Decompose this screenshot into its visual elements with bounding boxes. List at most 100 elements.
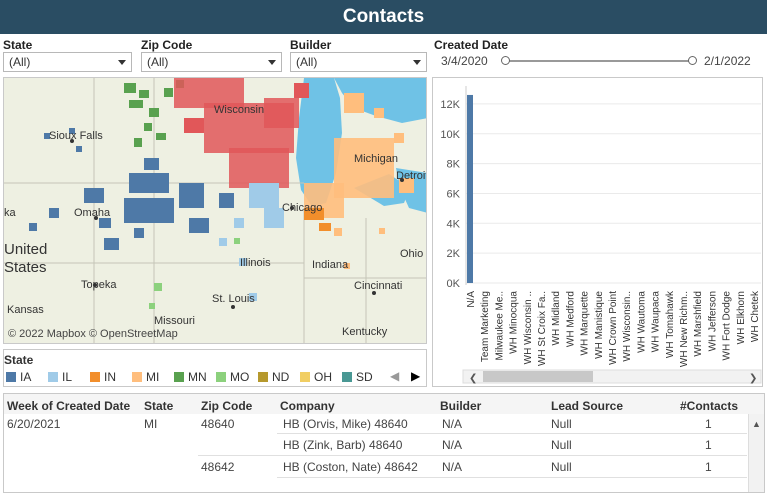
x-tick-label: WH Elkhorn [736,291,747,344]
svg-text:Missouri: Missouri [154,315,195,327]
created-date-start: 3/4/2020 [441,54,488,68]
created-date-slider-start-handle[interactable] [501,56,510,65]
svg-text:Kansas: Kansas [7,304,44,316]
chart-scrollbar-thumb [483,371,593,382]
legend-item-sd[interactable]: SD [342,370,384,384]
x-tick-label: N/A [466,291,477,308]
svg-text:Sioux Falls: Sioux Falls [49,130,103,142]
legend-label: IL [62,370,73,384]
legend-label: ND [272,370,290,384]
scroll-up-icon[interactable]: ▲ [752,419,761,429]
x-tick-label: Milwaukee Me.. [494,291,505,360]
legend-swatch [90,372,100,382]
legend-label: MN [188,370,207,384]
y-tick-label: 8K [447,159,461,171]
svg-text:Ohio: Ohio [400,248,423,260]
x-tick-label: WH Medford [565,291,576,347]
state-filter-dropdown[interactable]: (All) [3,52,132,72]
scroll-left-icon: ❮ [469,373,477,384]
y-tick-label: 2K [447,248,461,260]
table-scrollbar[interactable]: ▲ [748,414,764,492]
dashboard-title: Contacts [0,0,767,34]
bar[interactable] [467,94,473,283]
svg-text:Illinois: Illinois [240,257,271,269]
cell-company: HB (Orvis, Mike) 48640 [283,417,408,431]
legend-swatch [300,372,310,382]
y-tick-label: 6K [447,188,461,200]
col-contacts[interactable]: #Contacts [680,399,739,413]
y-tick-label: 4K [447,218,461,230]
legend-item-ia[interactable]: IA [6,370,48,384]
svg-text:States: States [4,259,47,276]
row-divider [277,433,747,434]
created-date-slider-track[interactable] [505,60,693,62]
col-company[interactable]: Company [280,399,335,413]
cell-contacts: 1 [705,417,712,431]
svg-text:ka: ka [4,207,17,219]
col-lead-source[interactable]: Lead Source [551,399,624,413]
legend-next-icon[interactable]: ▶ [411,369,421,383]
contacts-map[interactable]: Sioux Falls Wisconsin Michigan Detroit O… [3,77,427,344]
legend-item-in[interactable]: IN [90,370,132,384]
legend-label: OH [314,370,332,384]
legend-items: IA IL IN MI MN MO ND OH SD [6,370,386,384]
cell-builder: N/A [442,460,463,474]
svg-text:United: United [4,241,47,258]
cell-week: 6/20/2021 [7,417,61,431]
created-date-slider-end-handle[interactable] [688,56,697,65]
x-tick-label: WH Manistique [594,291,605,359]
x-tick-label: WH Minocqua [509,291,520,354]
cell-zip: 48642 [201,460,235,474]
map-attribution: © 2022 Mapbox © OpenStreetMap [8,328,178,340]
cell-lead-source: Null [551,438,572,452]
builder-filter-label: Builder [290,38,332,52]
legend-label: SD [356,370,373,384]
legend-item-mi[interactable]: MI [132,370,174,384]
legend-label: IA [20,370,32,384]
x-tick-label: WH Waupaca [651,291,662,353]
table-header-bg [4,394,764,414]
state-filter-label: State [3,38,33,52]
legend-swatch [6,372,16,382]
x-tick-label: WH Wautoma [636,291,647,353]
x-tick-label: WH Wisconsin.. [622,291,633,362]
cell-contacts: 1 [705,460,712,474]
legend-swatch [258,372,268,382]
builder-filter-dropdown[interactable]: (All) [290,52,427,72]
scroll-right-icon: ❯ [749,373,757,384]
cell-company: HB (Zink, Barb) 48640 [283,438,403,452]
legend-item-oh[interactable]: OH [300,370,342,384]
chevron-down-icon [413,60,421,65]
legend-label: MO [230,370,250,384]
zip-filter-dropdown[interactable]: (All) [141,52,282,72]
col-week[interactable]: Week of Created Date [7,399,131,413]
contacts-bar-chart[interactable]: 0K 2K 4K 6K 8K 10K 12K N/A Team Marketing Milwauk… [432,77,763,387]
y-tick-label: 0K [447,278,461,290]
x-tick-label: WH Wisconsin .. [523,291,534,364]
row-divider [277,477,747,478]
x-tick-label: WH Midland [551,291,562,345]
map-canvas: Sioux Falls Wisconsin Michigan Detroit O… [4,78,427,343]
svg-text:Detroit: Detroit [396,170,427,182]
legend-prev-icon[interactable]: ◀ [390,369,400,383]
x-tick-label: WH St Croix Fa.. [537,291,548,366]
cell-zip: 48640 [201,417,235,431]
col-builder[interactable]: Builder [440,399,482,413]
x-tick-label: WH Tomahawk [665,290,676,358]
x-tick-label: Team Marketing [480,291,491,362]
y-tick-label: 12K [440,99,460,111]
svg-text:Wisconsin: Wisconsin [214,104,264,116]
x-tick-label: WH Fort Dodge [722,291,733,361]
legend-item-mo[interactable]: MO [216,370,258,384]
legend-item-mn[interactable]: MN [174,370,216,384]
cell-builder: N/A [442,438,463,452]
zip-filter-label: Zip Code [141,38,193,52]
col-state[interactable]: State [144,399,174,413]
legend-label: IN [104,370,116,384]
col-zip[interactable]: Zip Code [201,399,253,413]
svg-text:Michigan: Michigan [354,153,398,165]
legend-swatch [342,372,352,382]
legend-item-il[interactable]: IL [48,370,90,384]
svg-text:Indiana: Indiana [312,259,349,271]
legend-item-nd[interactable]: ND [258,370,300,384]
